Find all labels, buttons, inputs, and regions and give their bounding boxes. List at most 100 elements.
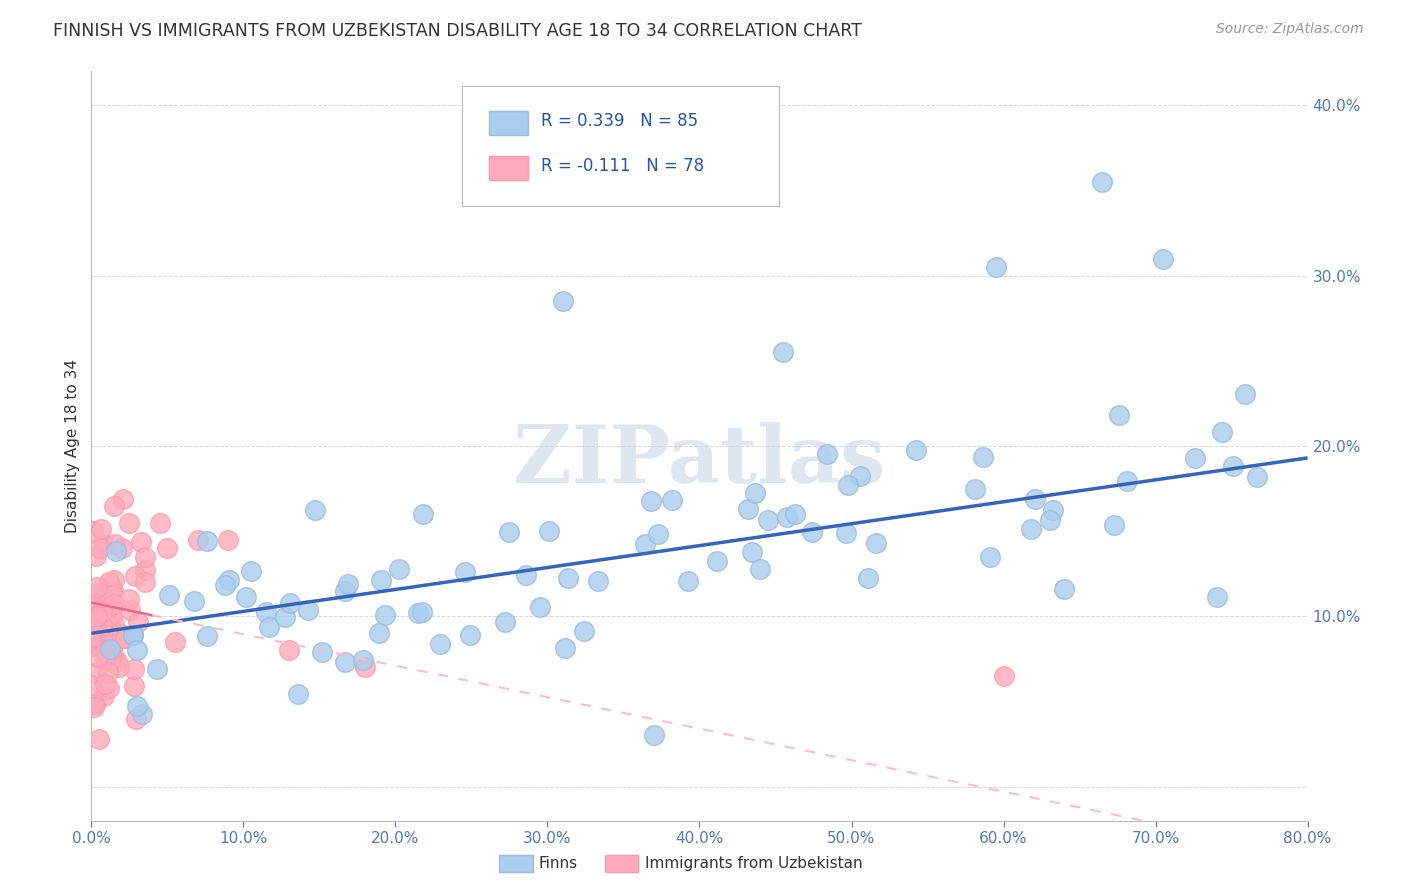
Point (848, 468, 870, 483)
Point (776, 509, 799, 524)
Point (195, 534, 218, 549)
Point (111, 631, 134, 645)
Text: Finns: Finns (538, 856, 578, 871)
Point (741, 545, 763, 559)
Point (557, 571, 579, 585)
Point (103, 537, 125, 551)
Point (83, 697, 105, 711)
Point (96, 638, 118, 652)
Point (87, 649, 110, 664)
Point (1184, 451, 1206, 466)
Y-axis label: Disability Age 18 to 34: Disability Age 18 to 34 (65, 359, 80, 533)
Point (744, 485, 766, 500)
Point (83, 699, 105, 714)
Point (748, 561, 770, 575)
Point (537, 524, 560, 538)
Point (772, 345, 794, 359)
Point (304, 503, 326, 517)
FancyBboxPatch shape (489, 112, 529, 135)
Point (1222, 458, 1244, 473)
Point (643, 729, 665, 743)
Point (1024, 492, 1046, 507)
Text: Immigrants from Uzbekistan: Immigrants from Uzbekistan (645, 856, 863, 871)
Point (278, 643, 301, 657)
Point (515, 567, 537, 582)
Point (388, 562, 411, 576)
Point (374, 607, 396, 622)
Point (82, 630, 104, 644)
Point (103, 617, 125, 632)
Point (127, 615, 149, 630)
Point (756, 513, 779, 527)
Point (90, 605, 112, 619)
Point (103, 573, 125, 587)
Point (1233, 387, 1256, 401)
Point (979, 549, 1001, 564)
Point (837, 478, 859, 492)
Point (80, 678, 103, 692)
Point (287, 688, 309, 702)
Point (84, 586, 107, 600)
Point (1039, 513, 1062, 527)
Point (904, 442, 927, 457)
Point (86, 580, 108, 594)
Point (336, 577, 359, 591)
Point (103, 499, 125, 513)
Point (1019, 522, 1042, 536)
Point (94, 587, 117, 601)
Point (89, 607, 111, 621)
Point (129, 535, 152, 549)
Point (333, 584, 356, 599)
Point (1104, 518, 1126, 533)
Point (105, 655, 128, 669)
Point (1205, 591, 1227, 605)
Point (82, 524, 104, 538)
Point (121, 628, 143, 642)
Point (134, 549, 156, 564)
Point (647, 527, 669, 541)
Point (354, 660, 377, 674)
Point (89, 732, 111, 747)
Text: ZIPatlas: ZIPatlas (513, 422, 886, 500)
Point (454, 566, 477, 580)
Point (93, 643, 115, 657)
Point (110, 627, 132, 641)
Point (297, 603, 319, 617)
Point (97, 625, 120, 640)
Point (257, 620, 280, 634)
Point (84, 698, 107, 712)
Point (865, 536, 887, 550)
Point (90, 604, 112, 618)
Point (122, 661, 145, 675)
Point (97, 681, 120, 696)
Point (84, 666, 107, 681)
Point (125, 712, 148, 726)
Point (149, 516, 172, 530)
Point (214, 578, 236, 592)
Point (96, 644, 118, 658)
Point (460, 628, 482, 642)
Point (120, 603, 142, 617)
Point (86, 598, 108, 612)
Point (352, 653, 374, 667)
Point (82, 639, 104, 653)
Point (100, 620, 122, 634)
Point (586, 574, 609, 588)
Point (678, 574, 700, 588)
Text: FINNISH VS IMMIGRANTS FROM UZBEKISTAN DISABILITY AGE 18 TO 34 CORRELATION CHART: FINNISH VS IMMIGRANTS FROM UZBEKISTAN DI… (53, 22, 862, 40)
Point (134, 563, 156, 577)
Point (124, 569, 146, 583)
Point (127, 643, 149, 657)
Point (217, 533, 239, 547)
Point (554, 640, 576, 655)
FancyBboxPatch shape (463, 87, 779, 206)
Point (972, 450, 994, 465)
Point (1042, 502, 1064, 516)
Point (93, 689, 115, 703)
Point (98, 574, 121, 589)
Point (101, 643, 124, 657)
Point (86, 609, 108, 624)
Point (254, 605, 277, 619)
FancyBboxPatch shape (489, 156, 529, 180)
Point (124, 679, 146, 693)
